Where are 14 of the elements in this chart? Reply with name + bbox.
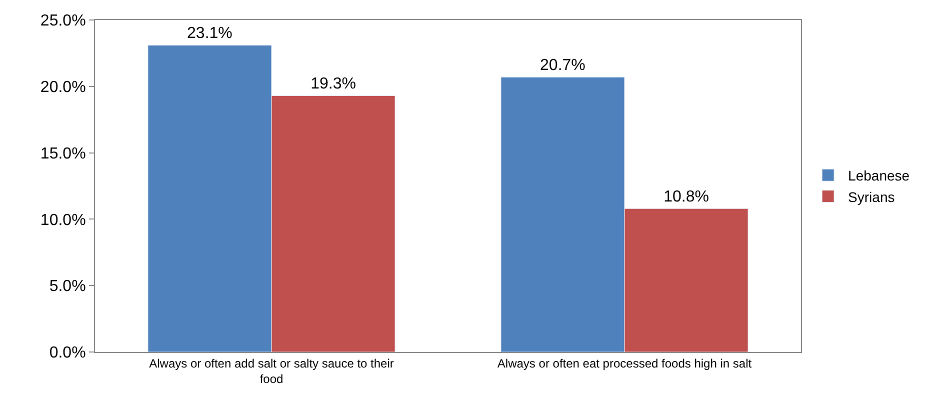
legend-label: Syrians: [848, 188, 895, 205]
x-tick-label: Always or often eat processed foods high in salt: [497, 356, 752, 370]
y-tick-label: 25.0%: [40, 12, 86, 30]
legend-label: Lebanese: [848, 168, 910, 184]
y-tick-label: 0.0%: [49, 344, 86, 362]
x-tick-label: Always or often add salt or salty sauce to their food: [149, 356, 394, 386]
y-tick-label: 10.0%: [40, 212, 86, 229]
data-label: 19.3%: [310, 76, 356, 93]
data-label: 20.7%: [540, 57, 586, 74]
y-tick-label: 15.0%: [40, 145, 86, 162]
data-label: 10.8%: [664, 188, 709, 206]
y-tick-label: 20.0%: [40, 79, 86, 96]
data-label: 23.1%: [187, 25, 232, 42]
y-tick-label: 5.0%: [49, 278, 86, 296]
